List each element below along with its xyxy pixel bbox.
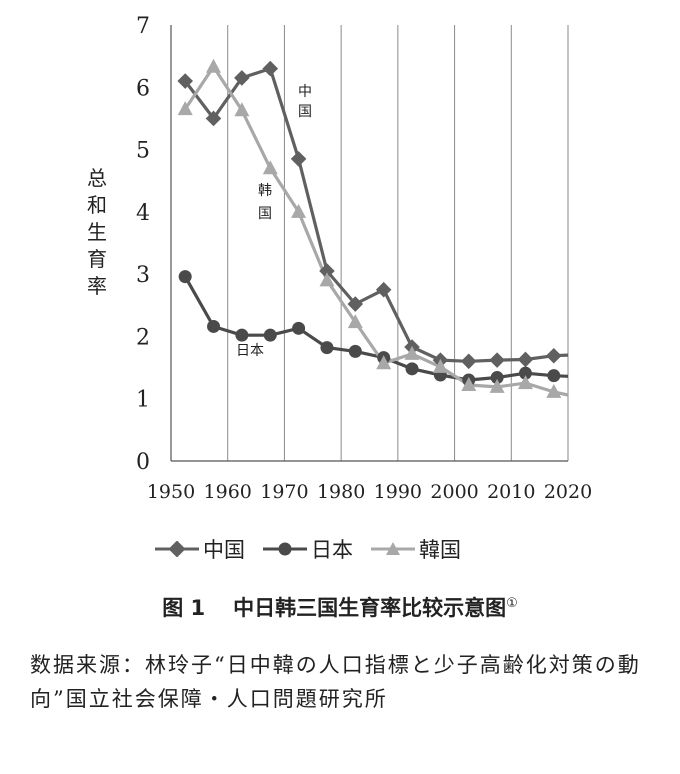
marker-0-11: [489, 352, 505, 368]
y-tick-label-5: 5: [136, 139, 150, 164]
x-tick-label-1990: 1990: [374, 481, 422, 503]
marker-2-10: [461, 377, 477, 391]
series-markers: [177, 58, 562, 398]
marker-2-12: [518, 375, 533, 390]
marker-2-2: [234, 102, 250, 117]
marker-1-13: [547, 369, 561, 383]
y-tick-label-4: 4: [136, 201, 150, 226]
marker-0-0: [177, 73, 193, 89]
fertility-line-chart: 0 1 2 3 4 5 6 7 1950 1960 1970 1980 1990 2000 2010 2020…: [136, 14, 592, 503]
series-label-1-0: 韩: [258, 183, 272, 199]
marker-2-9: [432, 358, 448, 373]
marker-2-7: [376, 355, 392, 370]
series-label-0-1: 国: [298, 104, 312, 120]
footnote-mark: ①: [506, 596, 518, 611]
marker-0-7: [375, 281, 392, 298]
marker-2-6: [347, 314, 363, 329]
legend-swatch-korea: [371, 542, 415, 555]
figure-title: 中日韩三国生育率比较示意图: [233, 596, 507, 620]
marker-2-8: [404, 345, 420, 360]
marker-1-2: [235, 328, 249, 342]
legend: 中国 日本 韓国: [155, 534, 461, 564]
data-source-note: 数据来源：林玲子“日中韓の人口指標と少子高齢化対策の動向”国立社会保障・人口問題…: [30, 653, 641, 711]
y-tick-label-6: 6: [136, 76, 150, 101]
marker-0-10: [460, 353, 477, 370]
marker-1-5: [320, 341, 334, 355]
figure-number: 图 1: [162, 596, 206, 620]
marker-1-1: [207, 319, 221, 333]
y-tick-label-7: 7: [136, 14, 150, 39]
marker-2-5: [319, 272, 335, 287]
marker-1-8: [405, 362, 419, 376]
x-tick-label-1960: 1960: [204, 481, 252, 503]
y-tick-label-1: 1: [136, 388, 150, 413]
legend-item-japan: 日本: [263, 534, 353, 564]
series-label-2: 日本: [236, 343, 264, 359]
x-tick-label-1970: 1970: [260, 481, 308, 503]
legend-label-korea: 韓国: [419, 538, 461, 562]
x-tick-label-2020: 2020: [544, 481, 592, 503]
marker-0-13: [546, 347, 562, 364]
tick-labels: 0 1 2 3 4 5 6 7 1950 1960 1970 1980 1990 2000 2010 2020: [136, 14, 592, 503]
x-tick-label-2010: 2010: [487, 481, 535, 503]
marker-2-4: [291, 203, 307, 218]
marker-2-11: [489, 378, 505, 393]
legend-label-china: 中国: [203, 538, 245, 562]
marker-0-4: [290, 151, 307, 167]
legend-label-japan: 日本: [311, 538, 353, 562]
marker-0-12: [517, 351, 534, 368]
y-tick-label-2: 2: [136, 325, 150, 350]
marker-1-4: [292, 321, 306, 335]
legend-item-korea: 韓国: [371, 534, 461, 564]
figure-caption: 图 1 中日韩三国生育率比较示意图①: [0, 592, 680, 622]
marker-1-0: [178, 270, 192, 284]
legend-item-china: 中国: [155, 534, 245, 564]
marker-2-3: [262, 160, 278, 175]
marker-1-3: [263, 328, 277, 342]
legend-swatch-china: [155, 541, 199, 557]
marker-1-6: [348, 344, 362, 358]
axes: [170, 25, 568, 462]
x-tick-label-2000: 2000: [430, 481, 478, 503]
marker-1-12: [518, 366, 532, 380]
x-tick-label-1950: 1950: [147, 481, 195, 503]
marker-2-1: [206, 58, 221, 73]
series-label-1-1: 国: [258, 206, 272, 222]
legend-swatch-japan: [263, 542, 307, 556]
series-label-0-0: 中: [298, 84, 312, 100]
y-axis-label: 总和生育率: [87, 166, 107, 298]
marker-0-3: [262, 60, 279, 77]
y-tick-label-3: 3: [136, 263, 150, 288]
marker-0-2: [234, 70, 250, 86]
marker-2-13: [546, 383, 562, 398]
marker-1-11: [490, 371, 504, 385]
marker-2-0: [177, 101, 193, 116]
marker-0-5: [319, 263, 335, 279]
y-tick-label-0: 0: [136, 450, 150, 475]
x-tick-label-1980: 1980: [317, 481, 365, 503]
